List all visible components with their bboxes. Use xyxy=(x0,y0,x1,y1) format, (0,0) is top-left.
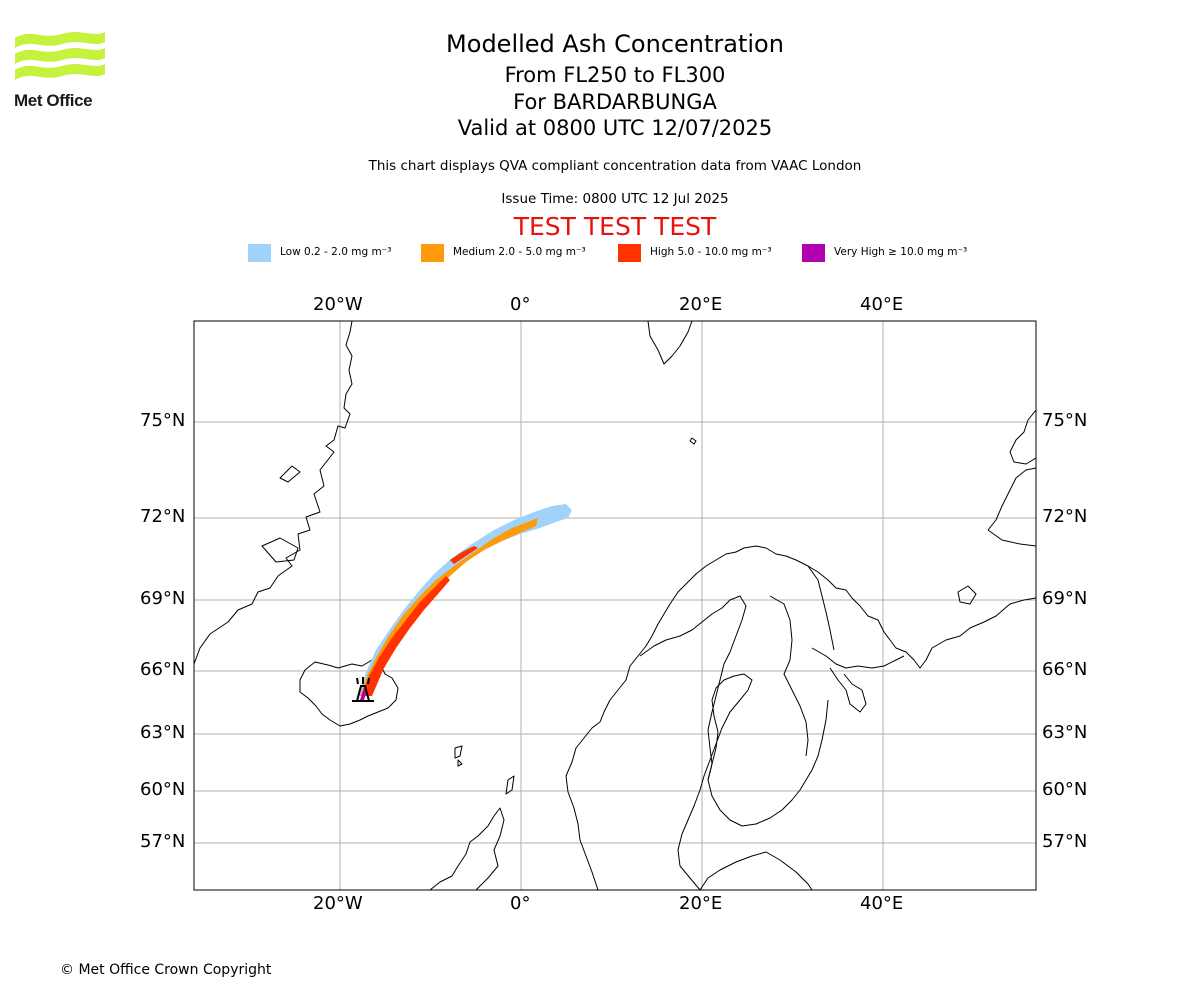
lon-label-bottom: 40°E xyxy=(860,893,904,914)
map-gridlines xyxy=(194,321,1036,890)
compliance-note: This chart displays QVA compliant concen… xyxy=(368,158,862,174)
lon-label-bottom: 20°E xyxy=(679,893,723,914)
plume-low xyxy=(358,504,572,696)
plume-very-high xyxy=(360,688,367,700)
met-office-logo-text: Met Office xyxy=(14,91,93,110)
shetland-coast xyxy=(505,775,515,795)
lat-label-left: 72°N xyxy=(140,506,186,527)
volcano-name: For BARDARBUNGA xyxy=(513,90,717,114)
legend-label-high: High 5.0 - 10.0 mg m⁻³ xyxy=(650,246,772,258)
lat-label-right: 60°N xyxy=(1042,779,1088,800)
ash-plume xyxy=(358,504,572,700)
plume-medium xyxy=(360,518,538,696)
lat-label-right: 69°N xyxy=(1042,588,1088,609)
legend-swatch-medium xyxy=(421,244,444,262)
lat-label-right: 63°N xyxy=(1042,722,1088,743)
plume-high xyxy=(361,576,450,696)
lat-label-right: 57°N xyxy=(1042,831,1088,852)
lon-label-top: 40°E xyxy=(860,294,904,315)
lon-label-top: 20°W xyxy=(313,294,363,315)
lon-label-bottom: 20°W xyxy=(313,893,363,914)
lat-label-left: 66°N xyxy=(140,659,186,680)
bothnia-coast xyxy=(677,673,829,890)
faroe-islands xyxy=(454,745,463,767)
coastlines xyxy=(194,321,1036,890)
legend-label-very-high: Very High ≥ 10.0 mg m⁻³ xyxy=(834,246,968,258)
baltic-coast xyxy=(699,851,813,890)
lat-label-right: 66°N xyxy=(1042,659,1088,680)
national-borders xyxy=(639,595,747,781)
lon-label-top: 0° xyxy=(510,294,531,315)
plume-high-streak xyxy=(450,546,478,564)
lat-label-left: 69°N xyxy=(140,588,186,609)
lat-label-right: 75°N xyxy=(1042,410,1088,431)
legend-swatch-high xyxy=(618,244,641,262)
kolguyev-island xyxy=(957,585,977,605)
lat-label-left: 63°N xyxy=(140,722,186,743)
issue-time: Issue Time: 0800 UTC 12 Jul 2025 xyxy=(501,191,729,207)
legend-swatch-very-high xyxy=(802,244,825,262)
scotland-coast xyxy=(429,807,505,890)
lon-label-top: 20°E xyxy=(679,294,723,315)
lat-label-left: 57°N xyxy=(140,831,186,852)
russia-coast xyxy=(987,467,1036,531)
lat-label-left: 60°N xyxy=(140,779,186,800)
legend-label-medium: Medium 2.0 - 5.0 mg m⁻³ xyxy=(453,246,586,258)
met-office-logo-icon xyxy=(15,32,105,80)
test-banner: TEST TEST TEST xyxy=(513,212,717,241)
lat-label-left: 75°N xyxy=(140,410,186,431)
greenland-coast xyxy=(194,321,353,665)
legend-swatch-low xyxy=(248,244,271,262)
iceland-coast xyxy=(299,659,399,727)
flight-level-range: From FL250 to FL300 xyxy=(504,63,726,87)
svalbard-coast xyxy=(647,321,693,365)
map-frame xyxy=(193,320,1037,891)
scandinavia-coast xyxy=(565,545,1036,890)
valid-time: Valid at 0800 UTC 12/07/2025 xyxy=(457,116,773,140)
copyright-notice: © Met Office Crown Copyright xyxy=(60,962,272,978)
lat-label-right: 72°N xyxy=(1042,506,1088,527)
lon-label-bottom: 0° xyxy=(510,893,531,914)
chart-title: Modelled Ash Concentration xyxy=(446,30,784,58)
volcano-icon xyxy=(352,677,374,702)
legend-label-low: Low 0.2 - 2.0 mg m⁻³ xyxy=(280,246,392,258)
